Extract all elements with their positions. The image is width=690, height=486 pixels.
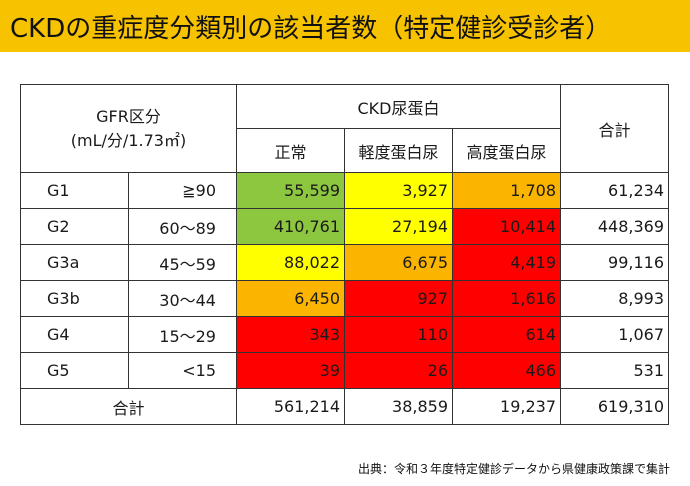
normal-cell: 6,450 <box>236 280 345 317</box>
normal-cell: 55,599 <box>236 172 345 209</box>
stage-cell: G3a <box>20 244 129 281</box>
page-title-text: CKDの重症度分類別の該当者数（特定健診受診者） <box>10 13 612 44</box>
mild-cell: 27,194 <box>344 208 453 245</box>
header-row-2: 正常 軽度蛋白尿 高度蛋白尿 <box>21 128 669 173</box>
total-cell: 8,993 <box>560 280 669 317</box>
mild-cell: 26 <box>344 352 453 389</box>
total-cell: 1,067 <box>560 316 669 353</box>
total-col-header: 合計 <box>560 84 669 173</box>
normal-cell: 410,761 <box>236 208 345 245</box>
table-row: G2 60～89 410,761 27,194 10,414 448,369 <box>20 208 669 245</box>
totals-normal: 561,214 <box>236 388 345 425</box>
table-row: G4 15～29 343 110 614 1,067 <box>20 316 669 353</box>
high-col-header: 高度蛋白尿 <box>452 128 561 173</box>
totals-label: 合計 <box>20 388 237 425</box>
gfr-header-line1: GFR区分 <box>96 106 161 126</box>
totals-mild: 38,859 <box>344 388 453 425</box>
range-cell: ≧90 <box>128 172 237 209</box>
mild-cell: 110 <box>344 316 453 353</box>
stage-cell: G4 <box>20 316 129 353</box>
protein-group-header: CKD尿蛋白 <box>236 84 561 129</box>
gfr-header-line2: (mL/分/1.73㎡) <box>70 130 187 150</box>
table-row: G1 ≧90 55,599 3,927 1,708 61,234 <box>20 172 669 209</box>
stage-cell: G5 <box>20 352 129 389</box>
range-cell: 30～44 <box>128 280 237 317</box>
totals-high: 19,237 <box>452 388 561 425</box>
table-row: G5 <15 39 26 466 531 <box>20 352 669 389</box>
mild-cell: 927 <box>344 280 453 317</box>
mild-col-header: 軽度蛋白尿 <box>344 128 453 173</box>
page-title: CKDの重症度分類別の該当者数（特定健診受診者） <box>0 0 690 52</box>
high-cell: 10,414 <box>452 208 561 245</box>
range-cell: <15 <box>128 352 237 389</box>
source-note: 出典：令和３年度特定健診データから県健康政策課で集計 <box>357 462 670 476</box>
total-cell: 61,234 <box>560 172 669 209</box>
high-cell: 4,419 <box>452 244 561 281</box>
high-cell: 1,616 <box>452 280 561 317</box>
normal-cell: 88,022 <box>236 244 345 281</box>
total-cell: 448,369 <box>560 208 669 245</box>
range-cell: 45～59 <box>128 244 237 281</box>
normal-col-header: 正常 <box>236 128 345 173</box>
gfr-header-cell: GFR区分 (mL/分/1.73㎡) <box>20 84 237 173</box>
normal-cell: 39 <box>236 352 345 389</box>
total-cell: 531 <box>560 352 669 389</box>
total-cell: 99,116 <box>560 244 669 281</box>
range-cell: 60～89 <box>128 208 237 245</box>
totals-grand: 619,310 <box>560 388 669 425</box>
mild-cell: 6,675 <box>344 244 453 281</box>
stage-cell: G3b <box>20 280 129 317</box>
header-row-1: GFR区分 (mL/分/1.73㎡) CKD尿蛋白 合計 <box>20 84 669 173</box>
high-cell: 1,708 <box>452 172 561 209</box>
stage-cell: G1 <box>20 172 129 209</box>
stage-cell: G2 <box>20 208 129 245</box>
high-cell: 614 <box>452 316 561 353</box>
table-row: G3a 45～59 88,022 6,675 4,419 99,116 <box>20 244 669 281</box>
range-cell: 15～29 <box>128 316 237 353</box>
high-cell: 466 <box>452 352 561 389</box>
mild-cell: 3,927 <box>344 172 453 209</box>
totals-row: 合計 561,214 38,859 19,237 619,310 <box>20 388 669 425</box>
table-row: G3b 30～44 6,450 927 1,616 8,993 <box>20 280 669 317</box>
normal-cell: 343 <box>236 316 345 353</box>
ckd-table: GFR区分 (mL/分/1.73㎡) CKD尿蛋白 合計 正常 軽度蛋白尿 高度… <box>20 84 669 425</box>
